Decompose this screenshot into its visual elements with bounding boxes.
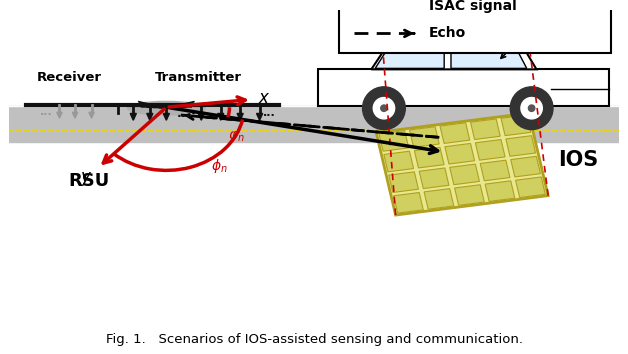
Polygon shape bbox=[409, 127, 439, 147]
Polygon shape bbox=[57, 112, 62, 118]
Circle shape bbox=[528, 105, 535, 112]
Polygon shape bbox=[218, 113, 224, 120]
Text: $\varphi_n$: $\varphi_n$ bbox=[228, 129, 245, 144]
Text: $x$: $x$ bbox=[257, 88, 270, 107]
Text: RSU: RSU bbox=[68, 172, 109, 190]
Polygon shape bbox=[72, 112, 78, 118]
Polygon shape bbox=[445, 143, 475, 164]
Polygon shape bbox=[440, 123, 470, 143]
Bar bbox=[9, 106, 619, 142]
Polygon shape bbox=[167, 101, 195, 107]
Circle shape bbox=[510, 87, 553, 130]
Polygon shape bbox=[501, 115, 531, 136]
Polygon shape bbox=[389, 172, 418, 193]
Polygon shape bbox=[455, 185, 484, 205]
Text: IOS: IOS bbox=[558, 150, 598, 170]
Text: Receiver: Receiver bbox=[36, 71, 102, 84]
Polygon shape bbox=[450, 164, 479, 185]
Polygon shape bbox=[470, 119, 501, 139]
Circle shape bbox=[521, 97, 543, 119]
Ellipse shape bbox=[127, 101, 205, 115]
Polygon shape bbox=[379, 131, 409, 151]
Polygon shape bbox=[163, 113, 170, 120]
Text: $h$: $h$ bbox=[503, 41, 512, 55]
Polygon shape bbox=[424, 189, 454, 209]
Polygon shape bbox=[485, 181, 515, 201]
Text: Fig. 1.   Scenarios of IOS-assisted sensing and communication.: Fig. 1. Scenarios of IOS-assisted sensin… bbox=[106, 333, 522, 346]
Polygon shape bbox=[506, 136, 536, 156]
Polygon shape bbox=[511, 156, 541, 177]
Text: $\phi_n$: $\phi_n$ bbox=[212, 156, 228, 175]
FancyBboxPatch shape bbox=[339, 0, 611, 53]
Text: Transmitter: Transmitter bbox=[155, 71, 242, 84]
Circle shape bbox=[381, 105, 387, 112]
Polygon shape bbox=[371, 29, 536, 69]
Polygon shape bbox=[516, 177, 545, 198]
Polygon shape bbox=[89, 112, 94, 118]
Polygon shape bbox=[237, 113, 243, 120]
Text: ...: ... bbox=[176, 107, 191, 120]
Polygon shape bbox=[475, 139, 505, 160]
Polygon shape bbox=[451, 32, 527, 68]
Polygon shape bbox=[376, 113, 548, 215]
Bar bbox=[318, 69, 609, 106]
Text: ...: ... bbox=[40, 107, 52, 117]
Polygon shape bbox=[384, 151, 414, 172]
Polygon shape bbox=[394, 193, 423, 213]
Polygon shape bbox=[198, 113, 204, 120]
Polygon shape bbox=[414, 147, 444, 168]
Polygon shape bbox=[420, 168, 449, 189]
Polygon shape bbox=[375, 32, 444, 68]
Text: Echo: Echo bbox=[429, 27, 466, 40]
Polygon shape bbox=[256, 113, 263, 120]
Polygon shape bbox=[147, 113, 153, 120]
Circle shape bbox=[362, 87, 405, 130]
Text: ...: ... bbox=[263, 108, 276, 118]
Circle shape bbox=[373, 97, 394, 119]
Polygon shape bbox=[130, 113, 136, 120]
Polygon shape bbox=[138, 101, 165, 107]
Text: $y$: $y$ bbox=[80, 170, 93, 188]
Bar bbox=[376, 24, 532, 32]
Polygon shape bbox=[480, 160, 510, 181]
Text: ISAC signal: ISAC signal bbox=[429, 0, 516, 13]
